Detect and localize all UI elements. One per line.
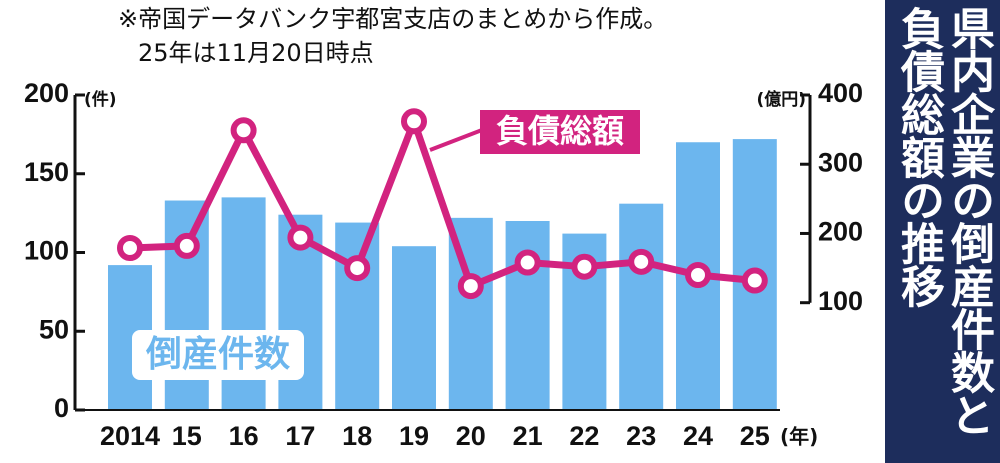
x-tick-label: 20 <box>456 421 486 451</box>
y2-tick-label: 400 <box>818 78 863 108</box>
title-panel: 県内企業の倒産件数と負債総額の推移 <box>885 0 1000 463</box>
y2-tick-label: 100 <box>818 286 863 316</box>
point <box>457 273 484 300</box>
point <box>287 224 314 251</box>
x-tick-label: 24 <box>683 421 713 451</box>
x-tick-label: 21 <box>513 421 543 451</box>
x-tick-label: 18 <box>342 421 372 451</box>
callout-line <box>429 128 483 152</box>
chart-title: 県内企業の倒産件数と負債総額の推移 <box>893 6 994 436</box>
point <box>344 255 371 282</box>
point <box>117 235 143 261</box>
y-unit: (件) <box>84 89 117 110</box>
point <box>230 117 257 144</box>
legend-label: 負債総額 <box>496 112 624 150</box>
y2-tick-label: 200 <box>818 217 863 247</box>
point <box>173 232 200 259</box>
point <box>685 262 711 288</box>
x-tick-label: 23 <box>626 421 656 451</box>
note: 25年は11月20日時点 <box>138 39 374 67</box>
x-tick-label: 16 <box>229 421 259 451</box>
x-tick-label: 25 <box>740 421 770 451</box>
note: ※帝国データバンク宇都宮支店のまとめから作成。 <box>118 5 667 33</box>
x-unit: (年) <box>780 425 818 449</box>
point <box>514 249 541 276</box>
x-tick-label: 22 <box>569 421 599 451</box>
y-tick-label: 150 <box>24 157 69 187</box>
legend-box <box>132 330 304 380</box>
bar <box>392 246 436 410</box>
y2-tick-label: 300 <box>818 147 863 177</box>
legend-box <box>480 110 640 154</box>
point <box>401 108 427 135</box>
y-tick-label: 50 <box>39 314 69 344</box>
y-tick-label: 0 <box>54 393 69 423</box>
point <box>628 248 655 275</box>
x-tick-label: 19 <box>399 421 429 451</box>
legend-label: 倒産件数 <box>145 334 290 375</box>
y-tick-label: 200 <box>24 78 69 108</box>
bar <box>335 222 380 410</box>
y-tick-label: 100 <box>24 236 69 266</box>
bar <box>619 203 664 410</box>
x-tick-label: 15 <box>172 421 202 451</box>
bar <box>505 221 550 410</box>
chart: ※帝国データバンク宇都宮支店のまとめから作成。 25年は11月20日時点 (件)… <box>24 5 863 451</box>
point <box>571 253 598 280</box>
point <box>741 267 768 294</box>
x-tick-label: 2014 <box>100 421 160 451</box>
x-tick-label: 17 <box>285 421 315 451</box>
y2-unit: (億円) <box>756 89 806 110</box>
